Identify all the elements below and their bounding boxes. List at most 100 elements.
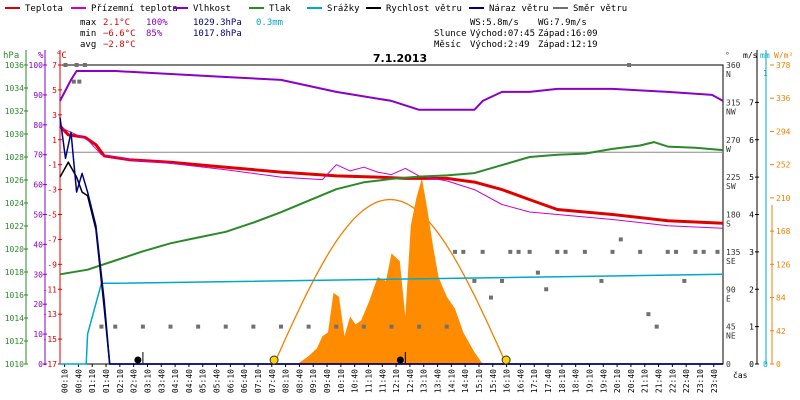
direction-point (715, 249, 720, 254)
temperature-tick-label: -5 (47, 211, 57, 220)
x-tick-label: 01:40 (102, 369, 111, 393)
sunrise-marker (269, 355, 279, 365)
x-tick-label: 14:40 (461, 369, 470, 393)
direction-point (527, 249, 532, 254)
stat-min-label: min (80, 29, 96, 39)
direction-point (461, 249, 466, 254)
solar-tick-label: 0 (776, 360, 781, 369)
pressure-tick-label: 1012 (5, 337, 24, 346)
x-tick-label: 08:40 (295, 369, 304, 393)
legend-label: Náraz větru (489, 4, 549, 14)
x-tick-label: 05:10 (199, 369, 208, 393)
x-tick-label: 09:40 (323, 369, 332, 393)
rain-tick-label: 1 (763, 69, 768, 78)
stat-rain: 0.3mm (256, 18, 283, 28)
wind-tick-label: 7 (749, 98, 754, 107)
temperature-tick-label: -9 (47, 260, 57, 269)
x-tick-label: 21:40 (655, 369, 664, 393)
temperature-tick-label: -11 (43, 285, 58, 294)
rain-axis-label: mm (760, 51, 770, 60)
x-tick-label: 17:40 (544, 369, 553, 393)
chart-title: 7.1.2013 (373, 52, 427, 65)
stat-max-press: 1029.3hPa (193, 18, 242, 28)
x-tick-label: 22:10 (668, 369, 677, 393)
stat-sun-set: Západ:16:09 (538, 29, 598, 39)
direction-tick-label: 225 (726, 173, 741, 182)
x-tick-label: 07:40 (268, 369, 277, 393)
pressure-tick-label: 1010 (5, 360, 24, 369)
x-tick-label: 07:10 (254, 369, 263, 393)
solar-radiation-area (297, 178, 483, 364)
direction-point (444, 324, 449, 329)
x-tick-label: 11:40 (378, 369, 387, 393)
x-tick-label: 01:10 (88, 369, 97, 393)
solar-tick-label: 84 (776, 294, 786, 303)
legend-label: Vlhkost (193, 4, 231, 14)
stat-moon-rise: Východ:2:49 (470, 40, 530, 50)
direction-axis-label: ° (725, 51, 730, 60)
temperature-tick-label: -3 (47, 186, 57, 195)
stat-min-temp: −6.6°C (103, 29, 136, 39)
humidity-tick-label: 40 (33, 240, 43, 249)
humidity-tick-label: 60 (33, 181, 43, 190)
solar-tick-label: 252 (776, 161, 791, 170)
x-tick-label: 06:10 (226, 369, 235, 393)
pressure-tick-label: 1036 (5, 61, 24, 70)
wind-tick-label: 4 (749, 211, 754, 220)
x-tick-label: 09:10 (309, 369, 318, 393)
rain-tick-label: 0 (763, 360, 768, 369)
pressure-tick-label: 1028 (5, 153, 24, 162)
solar-tick-label: 126 (776, 260, 791, 269)
temperature-tick-label: -13 (43, 310, 58, 319)
humidity-tick-label: 20 (33, 300, 43, 309)
x-tick-label: 13:10 (420, 369, 429, 393)
series-line-hum (59, 70, 724, 111)
direction-tick-label: 270 (726, 136, 741, 145)
x-tick-label: 20:10 (613, 369, 622, 393)
x-tick-label: 03:40 (157, 369, 166, 393)
stat-min-hum: 85% (146, 29, 163, 39)
x-tick-label: 15:40 (489, 369, 498, 393)
x-tick-label: 18:10 (558, 369, 567, 393)
x-tick-label: 10:10 (337, 369, 346, 393)
direction-compass-label: S (726, 220, 731, 229)
direction-point (334, 324, 339, 329)
x-tick-label: 18:40 (572, 369, 581, 393)
direction-tick-label: 45 (726, 323, 736, 332)
wind-axis-label: m/s (743, 51, 758, 60)
direction-compass-label: N (726, 70, 731, 79)
wind-tick-label: 0 (749, 360, 754, 369)
x-tick-label: 12:40 (406, 369, 415, 393)
pressure-tick-label: 1022 (5, 222, 24, 231)
direction-point (223, 324, 228, 329)
stat-max-hum: 100% (146, 18, 168, 28)
direction-point (279, 324, 283, 329)
moonrise-marker (134, 356, 142, 364)
direction-compass-label: SE (726, 257, 736, 266)
stat-sun-rise: Východ:07:45 (470, 29, 535, 39)
stat-ws: WS:5.8m/s (470, 18, 519, 28)
direction-point (693, 249, 698, 254)
humidity-tick-label: 70 (33, 151, 43, 160)
direction-tick-label: 135 (726, 248, 741, 257)
direction-point (654, 324, 659, 329)
stat-moon-set: Západ:12:19 (538, 40, 598, 50)
direction-point (306, 324, 311, 329)
direction-point (701, 249, 706, 254)
humidity-axis-label: % (38, 51, 44, 61)
direction-point (535, 270, 540, 275)
wind-tick-label: 3 (749, 248, 754, 257)
x-tick-label: 02:10 (116, 369, 125, 393)
temperature-tick-label: -1 (47, 161, 57, 170)
solar-tick-label: 294 (776, 127, 791, 136)
axes: hPa1036103410321030102810261024102210201… (3, 50, 793, 393)
wind-tick-label: 1 (749, 323, 754, 332)
plot-area (58, 63, 724, 365)
x-tick-label: 04:10 (171, 369, 180, 393)
direction-point (113, 324, 118, 329)
direction-point (251, 324, 256, 329)
solar-tick-label: 336 (776, 94, 791, 103)
direction-point (582, 249, 587, 254)
x-tick-label: 12:10 (392, 369, 401, 393)
